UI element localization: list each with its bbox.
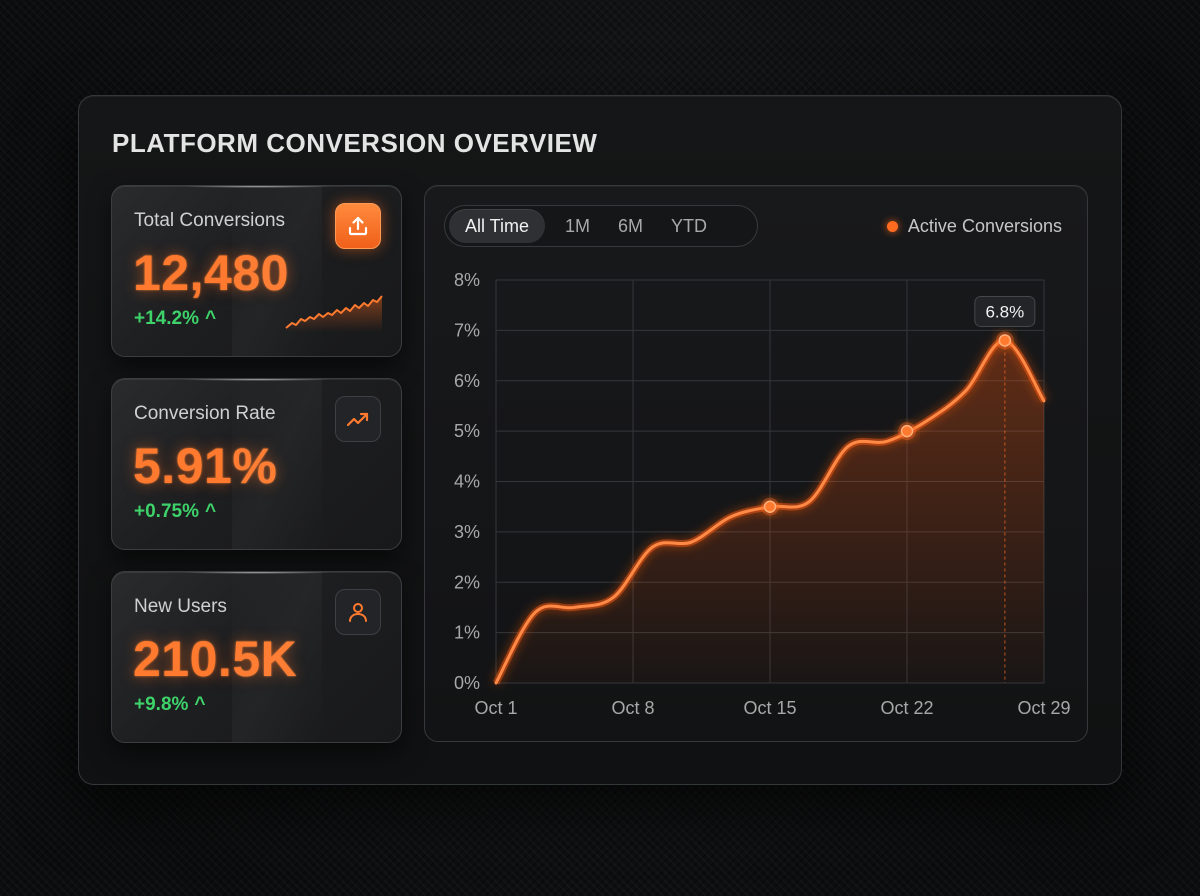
- caret-up-icon: ^: [194, 694, 206, 715]
- callout-box: [974, 295, 1036, 327]
- y-tick-label: 7%: [454, 320, 480, 340]
- line-chart: 0% 1% 2% 3% 4% 5% 6% 7% 8% Oct 1 Oct 8 Oct 15 Oct 22…: [454, 270, 1071, 718]
- x-tick-label: Oct 1: [474, 698, 517, 718]
- caret-up-icon: ^: [204, 308, 217, 329]
- kpi-delta-text: +0.75%: [134, 501, 199, 522]
- y-tick-label: 2%: [454, 572, 480, 592]
- tab-all-time[interactable]: All Time: [449, 209, 546, 243]
- x-tick-label: Oct 15: [743, 698, 796, 718]
- x-tick-label: Oct 22: [880, 698, 933, 718]
- legend-label: Active Conversions: [907, 216, 1062, 236]
- kpi-delta-text: +14.2%: [134, 308, 199, 329]
- kpi-card-conversion-rate[interactable]: Conversion Rate 5.91% +0.75% ^: [111, 378, 402, 550]
- kpi-delta: +9.8% ^: [134, 694, 206, 716]
- kpi-label: Conversion Rate: [134, 403, 276, 424]
- kpi-delta-text: +9.8%: [134, 694, 189, 715]
- x-tick-label: Oct 29: [1017, 698, 1070, 718]
- y-tick-label: 0%: [454, 673, 480, 693]
- y-tick-label: 4%: [454, 472, 480, 492]
- kpi-value: 5.91%: [133, 438, 278, 494]
- x-tick-label: Oct 8: [611, 698, 654, 718]
- sparkline: [285, 295, 383, 332]
- range-tabs: All Time 1M 6M YTD: [444, 205, 758, 247]
- tab-ytd[interactable]: YTD: [671, 215, 708, 236]
- y-tick-label: 3%: [454, 522, 480, 542]
- kpi-delta: +14.2% ^: [134, 308, 216, 330]
- kpi-label: Total Conversions: [134, 210, 286, 231]
- user-icon[interactable]: [335, 589, 381, 635]
- y-tick-label: 5%: [454, 421, 480, 441]
- tab-1m[interactable]: 1M: [565, 215, 591, 236]
- upload-icon[interactable]: [335, 203, 381, 249]
- kpi-label: New Users: [134, 596, 227, 617]
- data-point: [763, 500, 777, 513]
- kpi-value: 12,480: [133, 245, 289, 301]
- legend-dot: [886, 221, 898, 232]
- kpi-card-total-conversions[interactable]: Total Conversions 12,480 +14.2% ^: [111, 185, 402, 357]
- y-tick-label: 8%: [454, 270, 480, 290]
- kpi-delta: +0.75% ^: [134, 501, 216, 523]
- kpi-card-new-users[interactable]: New Users 210.5K +9.8% ^: [111, 571, 402, 743]
- y-tick-label: 1%: [454, 623, 480, 643]
- y-tick-label: 6%: [454, 371, 480, 391]
- data-point: [998, 334, 1012, 347]
- trend-up-icon[interactable]: [335, 396, 381, 442]
- data-point: [900, 424, 914, 438]
- page-title: PLATFORM CONVERSION OVERVIEW: [112, 128, 598, 158]
- caret-up-icon: ^: [204, 501, 217, 522]
- kpi-value: 210.5K: [133, 631, 298, 687]
- callout-label: 6.8%: [985, 302, 1024, 321]
- tab-6m[interactable]: 6M: [618, 215, 644, 236]
- chart-legend: Active Conversions: [886, 216, 1062, 237]
